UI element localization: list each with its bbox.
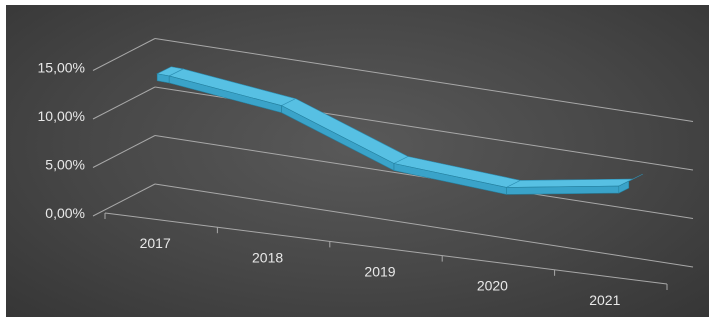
y-tick-label: 0,00% [45,205,85,221]
series-ribbon [156,66,643,195]
x-tick-label: 2017 [140,235,171,251]
ribbon-front-segment [506,185,620,195]
y-tick-label: 15,00% [38,60,85,76]
x-axis [104,212,668,290]
chart-area [6,5,709,317]
gridline-left-2 [92,86,156,120]
gridline-back-0 [154,183,694,268]
x-tick-label: 2019 [364,264,395,280]
y-tick-label: 5,00% [45,157,85,173]
x-tick-label: 2018 [252,249,283,265]
gridline-left-1 [92,135,156,168]
y-tick-label: 10,00% [38,108,85,124]
gridline-left-0 [92,183,156,217]
ribbon-front-segment [618,180,630,194]
ribbon-top-segment [280,98,409,164]
gridline-left-3 [92,38,156,71]
x-axis-line [104,212,668,285]
x-tick-label: 2020 [477,278,508,294]
gridline-back-3 [154,38,694,122]
tick-labels: 0,00% 5,00% 10,00% 15,00% 2017 2018 2019 2020 20… [38,60,621,308]
x-tick-label: 2021 [589,292,620,308]
